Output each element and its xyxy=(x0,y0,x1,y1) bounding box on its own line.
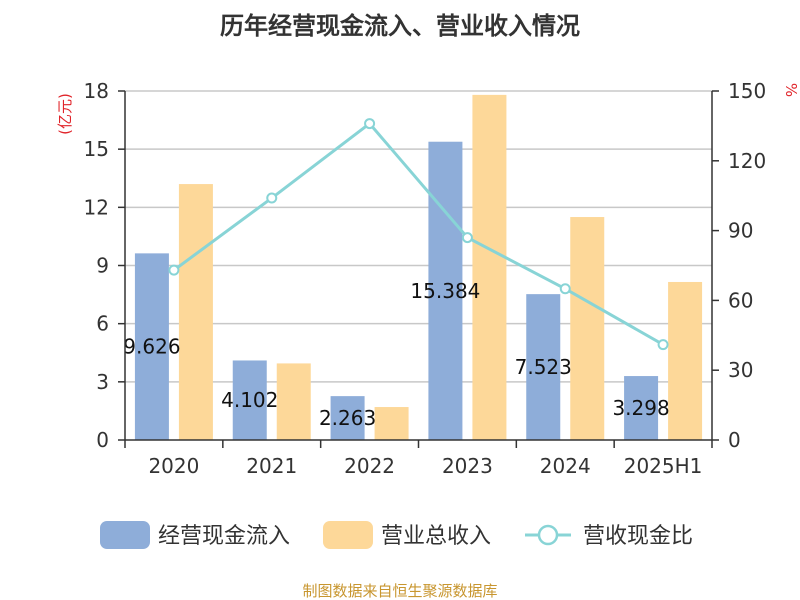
bar-cash-inflow xyxy=(232,360,267,440)
left-tick-label: 6 xyxy=(96,312,109,336)
bar-revenue xyxy=(668,281,703,440)
legend-swatch xyxy=(323,521,373,549)
right-tick-label: 150 xyxy=(728,79,766,103)
left-tick-label: 18 xyxy=(84,79,109,103)
bar-cash-inflow xyxy=(330,396,365,440)
x-tick-label: 2021 xyxy=(246,454,297,478)
left-tick-label: 9 xyxy=(96,254,109,278)
bar-value-label: 2.263 xyxy=(319,406,376,430)
bar-revenue xyxy=(570,217,605,440)
ratio-point xyxy=(364,118,376,130)
source-note: 制图数据来自恒生聚源数据库 xyxy=(302,582,497,600)
bar-value-label: 9.626 xyxy=(123,335,180,359)
bar-value-label: 4.102 xyxy=(221,388,278,412)
right-tick-label: 90 xyxy=(728,219,753,243)
left-tick-label: 3 xyxy=(96,370,109,394)
bar-revenue xyxy=(276,363,311,440)
left-tick-label: 0 xyxy=(96,428,109,452)
bar-revenue xyxy=(178,184,213,440)
legend-label: 营业总收入 xyxy=(381,524,491,549)
right-tick-label: 30 xyxy=(728,358,753,382)
bar-cash-inflow xyxy=(428,141,463,441)
legend-label: 营收现金比 xyxy=(583,524,693,549)
axes: 0 3 6 9 12 15 18 0 30 60 90 120 150 2020 2021 2022 2023 2… xyxy=(84,79,767,478)
legend-swatch-marker xyxy=(537,524,559,546)
x-tick-label: 2024 xyxy=(540,454,591,478)
left-axis-unit: (亿元) xyxy=(56,93,74,135)
ratio-point xyxy=(559,283,571,295)
ratio-point xyxy=(657,339,669,351)
x-tick-label: 2020 xyxy=(148,454,199,478)
x-tick-label: 2023 xyxy=(442,454,493,478)
chart-title: 历年经营现金流入、营业收入情况 xyxy=(220,12,580,40)
line-series xyxy=(168,118,669,351)
left-tick-label: 15 xyxy=(84,137,109,161)
bar-cash-inflow xyxy=(624,376,659,440)
ratio-line xyxy=(173,121,664,346)
right-tick-label: 120 xyxy=(728,149,766,173)
legend: 经营现金流入 营业总收入 营收现金比 xyxy=(100,521,693,549)
x-tick-label: 2022 xyxy=(344,454,395,478)
ratio-point xyxy=(168,264,180,276)
x-tick-label: 2025H1 xyxy=(624,454,703,478)
bar-value-label: 7.523 xyxy=(515,355,572,379)
bars xyxy=(134,94,703,441)
right-tick-label: 0 xyxy=(728,428,741,452)
right-axis-unit: % xyxy=(782,83,800,97)
bar-revenue xyxy=(374,407,409,440)
legend-label: 经营现金流入 xyxy=(158,524,290,549)
bar-cash-inflow xyxy=(526,294,561,440)
right-tick-label: 60 xyxy=(728,288,753,312)
bar-value-label: 3.298 xyxy=(612,396,669,420)
bar-value-label: 15.384 xyxy=(410,279,480,303)
left-tick-label: 12 xyxy=(84,195,109,219)
legend-swatch xyxy=(100,521,150,549)
bar-revenue xyxy=(472,94,507,440)
ratio-point xyxy=(266,192,278,204)
bar-labels: 9.626 4.102 2.263 15.384 7.523 3.298 xyxy=(123,279,669,430)
bar-cash-inflow xyxy=(134,253,169,440)
ratio-point xyxy=(461,232,473,244)
grid-lines xyxy=(125,90,712,383)
